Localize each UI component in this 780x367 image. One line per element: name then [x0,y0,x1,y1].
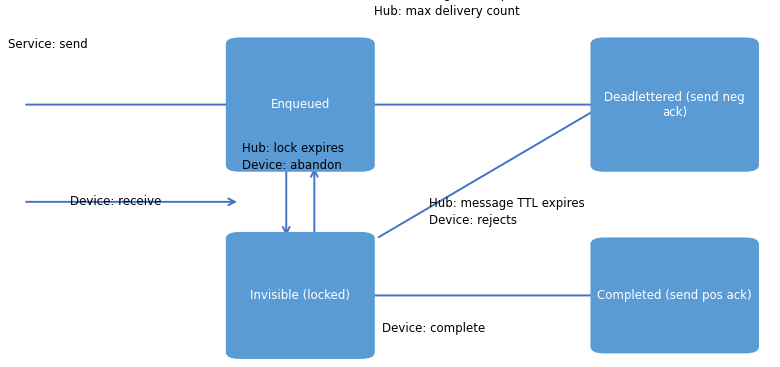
Text: Enqueued: Enqueued [271,98,330,111]
Text: Device: receive: Device: receive [70,195,161,208]
FancyBboxPatch shape [226,37,374,172]
Text: Completed (send pos ack): Completed (send pos ack) [597,289,752,302]
FancyBboxPatch shape [226,232,374,359]
FancyBboxPatch shape [590,37,759,172]
Text: Hub: message TTL expires
Hub: max delivery count: Hub: message TTL expires Hub: max delive… [374,0,530,18]
Text: Hub: message TTL expires
Device: rejects: Hub: message TTL expires Device: rejects [429,197,585,227]
Text: Service: send: Service: send [8,38,87,51]
FancyBboxPatch shape [590,237,759,353]
Text: Deadlettered (send neg
ack): Deadlettered (send neg ack) [604,91,745,119]
Text: Hub: lock expires
Device: abandon: Hub: lock expires Device: abandon [242,142,344,172]
Text: Device: complete: Device: complete [382,322,485,335]
Text: Invisible (locked): Invisible (locked) [250,289,350,302]
